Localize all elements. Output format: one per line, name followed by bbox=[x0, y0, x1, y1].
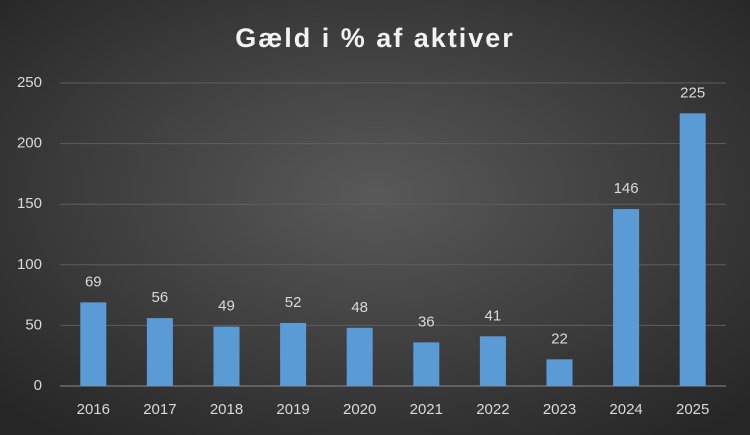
x-tick-label: 2023 bbox=[543, 401, 576, 418]
bar bbox=[479, 336, 506, 386]
x-tick-label: 2024 bbox=[609, 401, 642, 418]
y-tick-label: 100 bbox=[17, 256, 42, 273]
bar bbox=[613, 209, 640, 386]
chart-title: Gæld i % af aktiver bbox=[235, 23, 515, 53]
data-label: 52 bbox=[285, 294, 302, 311]
x-tick-label: 2020 bbox=[343, 401, 376, 418]
bar bbox=[213, 326, 240, 386]
data-label: 146 bbox=[614, 180, 639, 197]
data-label: 49 bbox=[218, 298, 235, 315]
bar bbox=[80, 302, 107, 386]
bar bbox=[280, 322, 307, 386]
y-tick-label: 250 bbox=[17, 74, 42, 91]
bar bbox=[346, 327, 373, 386]
data-label: 48 bbox=[351, 299, 368, 316]
x-tick-label: 2017 bbox=[143, 401, 176, 418]
data-label: 36 bbox=[418, 313, 435, 330]
y-tick-label: 150 bbox=[17, 195, 42, 212]
x-tick-label: 2016 bbox=[77, 401, 110, 418]
x-tick-label: 2018 bbox=[210, 401, 243, 418]
x-tick-label: 2019 bbox=[276, 401, 309, 418]
y-tick-label: 200 bbox=[17, 135, 42, 152]
x-tick-label: 2022 bbox=[476, 401, 509, 418]
data-label: 225 bbox=[680, 84, 705, 101]
x-tick-label: 2021 bbox=[410, 401, 443, 418]
y-tick-label: 0 bbox=[34, 377, 42, 394]
bar bbox=[146, 318, 173, 386]
y-tick-label: 50 bbox=[25, 316, 42, 333]
bar bbox=[546, 359, 573, 386]
x-tick-label: 2025 bbox=[676, 401, 709, 418]
data-label: 22 bbox=[551, 330, 568, 347]
data-label: 41 bbox=[485, 307, 502, 324]
bar bbox=[679, 113, 706, 387]
data-label: 56 bbox=[152, 289, 169, 306]
data-label: 69 bbox=[85, 273, 102, 290]
bar bbox=[413, 342, 440, 386]
